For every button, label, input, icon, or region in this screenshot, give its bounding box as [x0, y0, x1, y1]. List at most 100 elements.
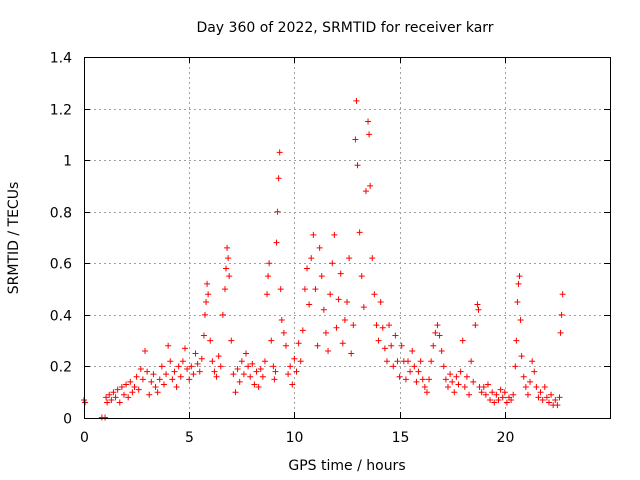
data-point — [238, 358, 245, 365]
data-point — [353, 97, 360, 104]
data-point — [554, 402, 561, 409]
data-point — [112, 394, 119, 401]
data-point — [106, 391, 113, 398]
data-point — [205, 291, 212, 298]
data-point — [499, 394, 506, 401]
data-point — [282, 342, 289, 349]
data-point — [127, 378, 134, 385]
data-point — [211, 368, 218, 375]
data-point — [375, 337, 382, 344]
data-point — [204, 280, 211, 287]
data-point — [394, 358, 401, 365]
data-point — [421, 384, 428, 391]
data-point — [171, 368, 178, 375]
data-point — [518, 353, 525, 360]
y-tick-label: 1.4 — [50, 51, 72, 67]
data-point — [430, 342, 437, 349]
data-point — [270, 363, 277, 370]
data-point — [552, 396, 559, 403]
data-point — [366, 131, 373, 138]
data-point — [310, 231, 317, 238]
data-point — [531, 368, 538, 375]
data-point — [192, 350, 199, 357]
data-point — [475, 306, 482, 313]
data-point — [226, 273, 233, 280]
data-point — [344, 298, 350, 305]
data-point — [468, 358, 475, 365]
data-point — [272, 368, 279, 375]
x-tick-labels: 0 5 10 15 20 — [80, 430, 514, 446]
data-point — [225, 255, 232, 262]
data-point — [453, 373, 460, 380]
data-point — [278, 317, 285, 324]
data-point — [142, 347, 149, 354]
y-tick-label: 0.8 — [50, 206, 72, 222]
data-point — [470, 378, 477, 385]
data-point — [104, 399, 111, 406]
data-point — [209, 358, 216, 365]
data-point — [516, 273, 523, 280]
data-point — [371, 291, 378, 298]
data-point — [329, 260, 336, 267]
data-point — [455, 381, 462, 388]
data-point — [221, 286, 228, 293]
data-point — [559, 291, 566, 298]
data-point — [285, 371, 292, 378]
x-tick-label: 0 — [80, 430, 89, 446]
data-point — [114, 386, 121, 393]
data-point — [356, 229, 363, 236]
y-tick-label: 0 — [63, 412, 72, 428]
data-point — [541, 384, 548, 391]
data-point — [243, 350, 250, 357]
data-point — [535, 394, 542, 401]
data-point — [201, 311, 208, 318]
data-point — [271, 376, 278, 383]
data-point — [118, 384, 125, 391]
data-point — [451, 389, 458, 396]
data-point — [423, 389, 430, 396]
data-point — [459, 337, 466, 344]
data-point — [148, 378, 155, 385]
chart-title: Day 360 of 2022, SRMTID for receiver kar… — [196, 20, 493, 36]
data-point — [304, 265, 311, 272]
data-point — [234, 366, 241, 373]
data-point — [392, 332, 399, 339]
data-point — [497, 386, 504, 393]
data-point — [247, 373, 254, 380]
data-point — [276, 149, 283, 156]
y-tick-label: 0.2 — [50, 360, 72, 376]
data-point — [533, 384, 540, 391]
data-point — [463, 373, 470, 380]
data-point — [135, 386, 142, 393]
data-point — [360, 304, 367, 311]
data-point — [152, 384, 159, 391]
data-point — [301, 286, 308, 293]
y-tick-label: 1.2 — [50, 103, 72, 119]
data-point — [181, 345, 188, 352]
data-point — [478, 389, 485, 396]
data-point — [175, 363, 182, 370]
data-point — [457, 368, 464, 375]
data-point — [369, 255, 376, 262]
data-point — [390, 363, 397, 370]
data-point — [156, 376, 163, 383]
data-point — [146, 391, 153, 398]
data-point — [428, 358, 435, 365]
data-point — [289, 381, 296, 388]
data-point — [367, 182, 374, 189]
data-point — [102, 414, 109, 421]
data-point — [293, 368, 300, 375]
data-point — [275, 175, 282, 182]
data-point — [341, 317, 348, 324]
data-point — [103, 394, 110, 401]
data-point — [320, 306, 327, 313]
data-point — [249, 360, 256, 367]
data-point — [325, 347, 332, 354]
data-point — [194, 360, 201, 367]
data-point — [444, 384, 451, 391]
data-point — [144, 368, 151, 375]
data-point — [513, 337, 520, 344]
data-point — [186, 376, 193, 383]
data-point — [264, 291, 271, 298]
